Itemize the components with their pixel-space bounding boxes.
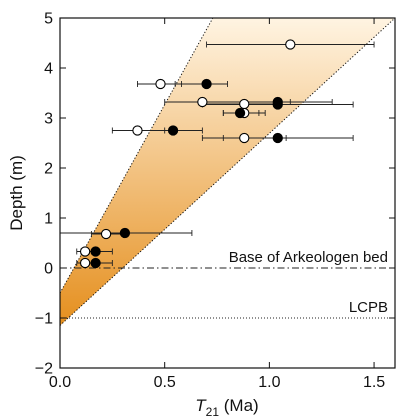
open-point-3: [239, 98, 250, 110]
open-point-5: [132, 125, 143, 136]
filled-point-8: [90, 257, 101, 269]
x-axis-title-subscript: 21: [206, 405, 220, 419]
open-point-7: [100, 228, 112, 240]
open-point-9: [79, 257, 91, 269]
filled-point-5: [272, 132, 283, 144]
wedge-lower-bound-line: [60, 18, 395, 326]
filled-point-0: [201, 78, 212, 90]
open-point-2: [197, 96, 208, 108]
x-tick-label-1: 0.5: [154, 374, 176, 391]
x-tick-label-2: 1.0: [258, 374, 280, 391]
reference-line-label-1: LCPB: [349, 299, 388, 316]
y-tick-label-0: −2: [35, 361, 53, 378]
wedge-upper-bound-line: [60, 18, 214, 294]
y-tick-label-4: 2: [44, 161, 53, 178]
y-tick-label-7: 5: [44, 11, 53, 28]
y-tick-label-1: −1: [35, 311, 53, 328]
x-axis-ticks: 0.0 0.5 1.0 1.5: [49, 18, 385, 391]
shaded-wedge-layer: [60, 18, 395, 326]
filled-point-7: [90, 246, 101, 257]
open-point-8: [79, 246, 91, 257]
x-tick-label-0: 0.0: [49, 374, 71, 391]
y-axis-title: Depth (m): [7, 155, 26, 231]
open-point-6: [239, 132, 250, 144]
filled-point-3: [234, 107, 246, 119]
filled-point-4: [167, 125, 179, 136]
y-tick-label-3: 1: [44, 211, 53, 228]
filled-point-2: [272, 99, 283, 110]
x-axis-title: T21 (Ma): [195, 396, 258, 419]
reference-lines-layer: Base of Arkeologen bed LCPB: [60, 249, 395, 319]
y-tick-label-2: 0: [44, 261, 53, 278]
reference-line-label-0: Base of Arkeologen bed: [229, 249, 388, 266]
y-axis-ticks: −2 −1 0 1 2 3 4 5: [35, 11, 395, 378]
open-point-0: [285, 39, 296, 50]
filled-point-6: [119, 227, 131, 239]
x-tick-label-3: 1.5: [363, 374, 385, 391]
open-point-1: [155, 78, 166, 90]
markers-layer: [79, 39, 296, 269]
y-tick-label-5: 3: [44, 111, 53, 128]
x-axis-title-main: T: [195, 396, 207, 415]
plot-frame: [59, 17, 396, 369]
x-axis-title-unit: (Ma): [219, 396, 259, 415]
y-tick-label-6: 4: [44, 61, 53, 78]
